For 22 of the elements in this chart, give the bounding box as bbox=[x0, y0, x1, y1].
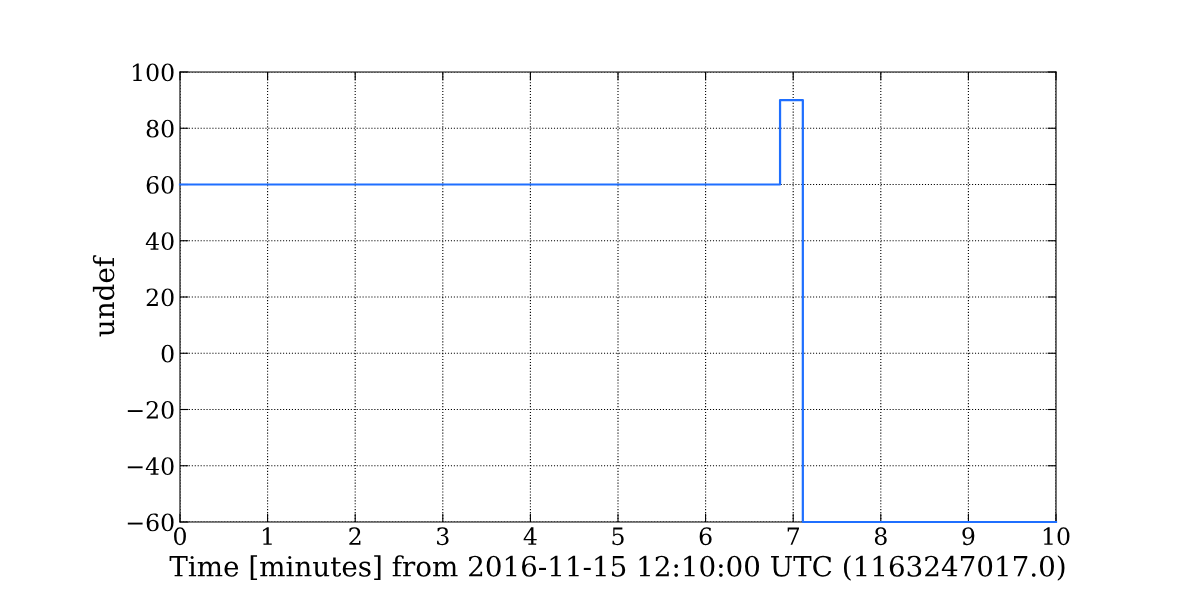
y-tick-label: 20 bbox=[146, 288, 174, 307]
y-axis-title: undef bbox=[92, 255, 115, 337]
y-tick-label: 80 bbox=[146, 119, 174, 138]
x-tick-label: 3 bbox=[437, 527, 449, 546]
x-axis-title: Time [minutes] from 2016-11-15 12:10:00 UTC (1163247017.0) bbox=[169, 555, 1065, 581]
x-tick-label: 0 bbox=[174, 527, 186, 546]
y-tick-label: 60 bbox=[146, 175, 174, 194]
x-tick-label: 9 bbox=[962, 527, 975, 546]
x-tick-label: 2 bbox=[349, 527, 361, 545]
x-tick-label: 1 bbox=[262, 527, 272, 545]
y-tick-label: 40 bbox=[145, 232, 174, 251]
y-tick-label: −60 bbox=[127, 513, 174, 532]
x-tick-label: 10 bbox=[1043, 527, 1070, 546]
y-tick-label: −40 bbox=[127, 457, 174, 476]
y-tick-label: 100 bbox=[132, 63, 174, 82]
y-tick-label: 0 bbox=[161, 344, 174, 363]
x-tick-label: 6 bbox=[699, 527, 712, 546]
y-tick-label: −20 bbox=[127, 400, 174, 419]
x-tick-label: 5 bbox=[612, 527, 624, 546]
x-tick-label: 8 bbox=[874, 527, 887, 546]
x-tick-label: 7 bbox=[787, 527, 799, 545]
x-tick-label: 4 bbox=[523, 527, 537, 545]
